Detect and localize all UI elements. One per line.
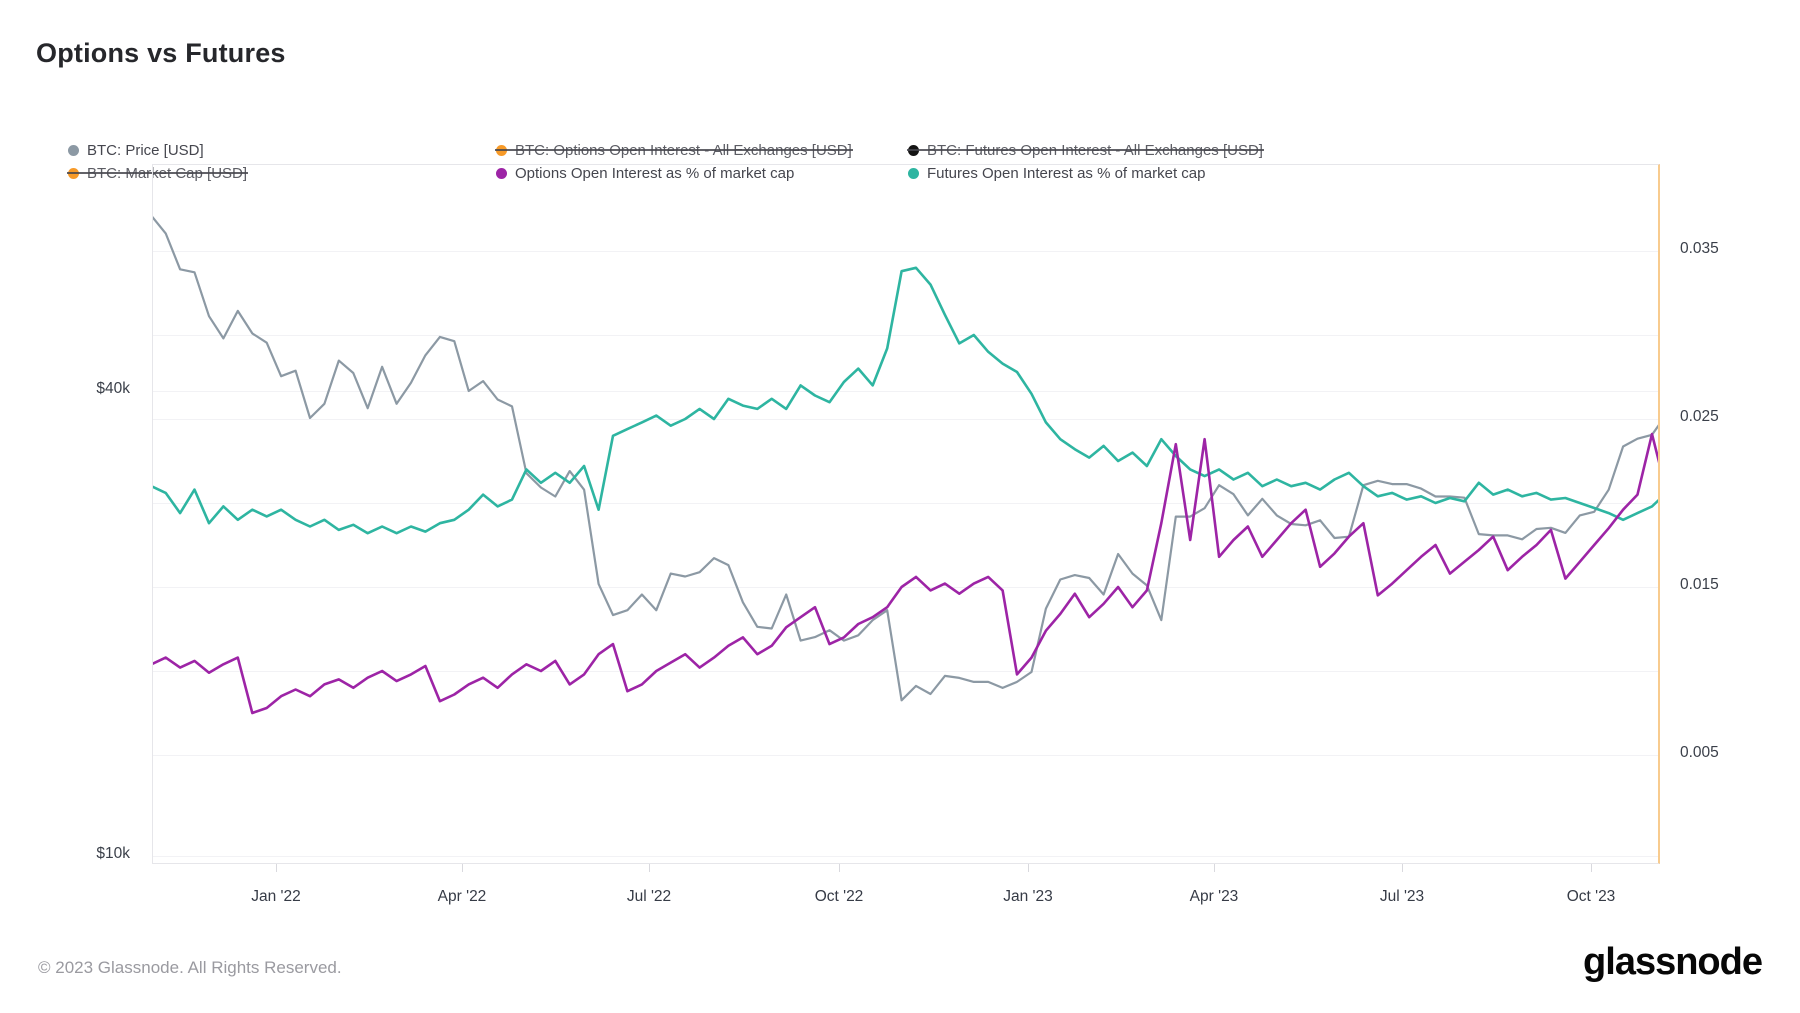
legend-dot-market-cap: [68, 167, 79, 179]
x-tick-mark: [462, 864, 463, 872]
gridline: [153, 755, 1658, 756]
y-right-tick-label: 0.035: [1680, 240, 1719, 257]
legend-item-btc-price[interactable]: BTC: Price [USD]: [68, 141, 204, 159]
legend-dot-btc-price: [68, 144, 79, 156]
gridline: [153, 419, 1658, 420]
chart-plot-area[interactable]: [152, 164, 1660, 864]
x-tick-mark: [1028, 864, 1029, 872]
gridline: [153, 587, 1658, 588]
legend-dot-futures-oi-usd: [908, 144, 919, 156]
x-tick-mark: [649, 864, 650, 872]
gridline: [153, 856, 1658, 857]
legend-item-market-cap[interactable]: BTC: Market Cap [USD]: [66, 164, 249, 182]
y-right-tick-label: 0.025: [1680, 408, 1719, 425]
glassnode-logo: glassnode: [1583, 941, 1763, 983]
x-tick-label: Oct '23: [1566, 888, 1616, 905]
series-line-futures-oi-pct: [153, 266, 1658, 535]
legend-label: BTC: Price [USD]: [87, 141, 204, 159]
copyright-text: © 2023 Glassnode. All Rights Reserved.: [38, 958, 342, 977]
x-tick-label: Apr '23: [1189, 888, 1239, 905]
x-tick-mark: [276, 864, 277, 872]
x-tick-mark: [839, 864, 840, 872]
x-tick-label: Jul '23: [1379, 888, 1425, 905]
legend-label: BTC: Futures Open Interest - All Exchang…: [927, 141, 1263, 159]
legend-row-2: BTC: Market Cap [USD] Options Open Intere…: [0, 164, 1800, 182]
legend-dot-futures-oi-pct: [908, 167, 919, 179]
x-tick-label: Apr '22: [437, 888, 487, 905]
legend-item-options-oi-pct[interactable]: Options Open Interest as % of market cap: [496, 164, 794, 182]
y-right-tick-label: 0.005: [1680, 744, 1719, 761]
gridline: [153, 503, 1658, 504]
x-tick-mark: [1591, 864, 1592, 872]
legend-label: BTC: Options Open Interest - All Exchang…: [515, 141, 852, 159]
legend-item-options-oi-usd[interactable]: BTC: Options Open Interest - All Exchang…: [495, 141, 853, 159]
legend-dot-options-oi-usd: [496, 144, 507, 156]
legend-label: Futures Open Interest as % of market cap: [927, 164, 1206, 182]
gridline: [153, 391, 1658, 392]
x-tick-label: Oct '22: [814, 888, 864, 905]
legend-item-futures-oi-pct[interactable]: Futures Open Interest as % of market cap: [908, 164, 1205, 182]
gridline: [153, 671, 1658, 672]
x-tick-mark: [1214, 864, 1215, 872]
gridline: [153, 251, 1658, 252]
legend-row-1: BTC: Price [USD] BTC: Options Open Intere…: [0, 141, 1800, 159]
x-tick-label: Jan '22: [251, 888, 301, 905]
y-right-tick-label: 0.015: [1680, 576, 1719, 593]
series-lines: [153, 215, 1658, 715]
legend-dot-options-oi-pct: [496, 167, 507, 179]
page-title: Options vs Futures: [36, 38, 286, 68]
x-tick-mark: [1402, 864, 1403, 872]
y-left-tick-label: $40k: [96, 380, 130, 397]
legend-item-futures-oi-usd[interactable]: BTC: Futures Open Interest - All Exchang…: [907, 141, 1264, 159]
series-line-options-oi-pct: [153, 432, 1658, 715]
legend-label: Options Open Interest as % of market cap: [515, 164, 795, 182]
x-tick-label: Jul '22: [626, 888, 672, 905]
x-tick-label: Jan '23: [1003, 888, 1053, 905]
y-left-tick-label: $10k: [96, 845, 130, 862]
gridline: [153, 335, 1658, 336]
series-line-btc-price: [153, 215, 1658, 702]
